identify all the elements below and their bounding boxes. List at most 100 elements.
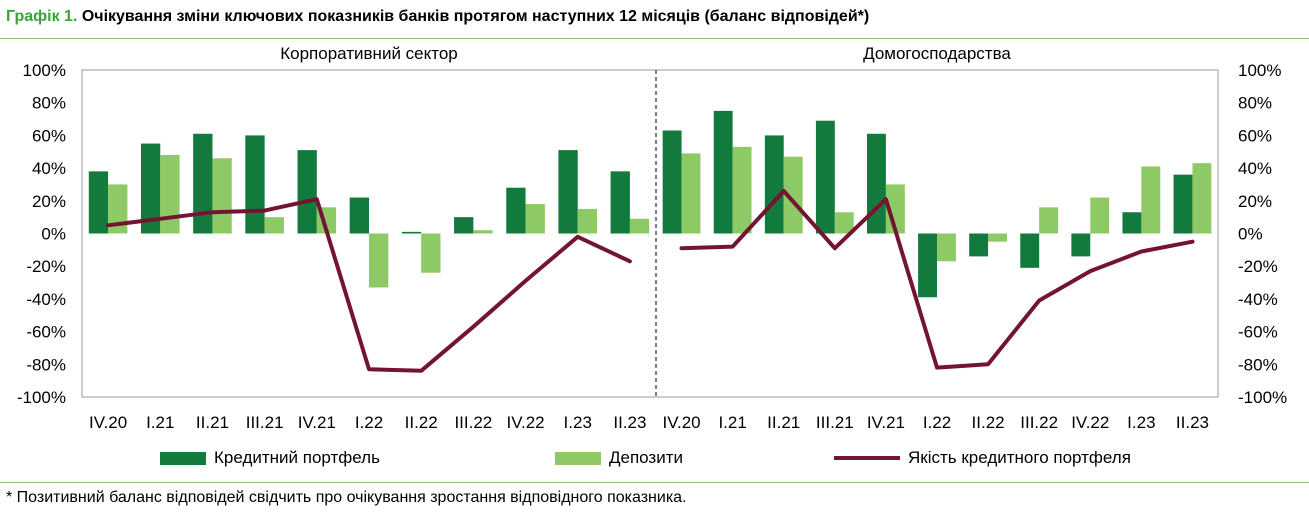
y-tick-label-left: 40% (32, 159, 66, 178)
legend-swatch-credit (160, 451, 206, 465)
x-tick-label-corp-4: IV.21 (298, 413, 336, 432)
y-tick-label-right: -80% (1238, 355, 1278, 374)
x-tick-label-hh-8: IV.22 (1071, 413, 1109, 432)
x-tick-label-hh-6: II.22 (972, 413, 1005, 432)
chart-title-text: Очікування зміни ключових показників бан… (81, 8, 870, 25)
bar-credit-hh-3 (815, 120, 835, 234)
y-tick-label-left: -20% (26, 257, 66, 276)
legend-label-credit: Кредитний портфель (214, 448, 380, 467)
bar-deposits-corp-1 (160, 155, 180, 234)
bar-credit-hh-0 (662, 130, 682, 234)
x-tick-label-corp-8: IV.22 (506, 413, 544, 432)
line-quality-hh (679, 189, 1195, 370)
y-tick-label-right: 60% (1238, 126, 1272, 145)
bar-credit-corp-1 (140, 143, 161, 234)
bar-deposits-corp-9 (577, 208, 598, 234)
bar-credit-corp-6 (401, 231, 422, 234)
x-tick-label-hh-4: IV.21 (867, 413, 905, 432)
x-tick-label-corp-5: I.22 (355, 413, 383, 432)
legend-label-deposits: Депозити (609, 448, 684, 467)
y-tick-label-right: -40% (1238, 290, 1278, 309)
bar-credit-corp-10 (610, 171, 630, 234)
x-tick-label-hh-2: II.21 (767, 413, 800, 432)
x-tick-label-hh-0: IV.20 (662, 413, 700, 432)
y-tick-label-left: -100% (17, 388, 66, 407)
bar-credit-corp-0 (88, 171, 109, 234)
bar-deposits-hh-2 (783, 156, 803, 234)
bottom-rule (0, 482, 1309, 483)
bar-deposits-hh-7 (1039, 207, 1059, 234)
bar-deposits-hh-8 (1090, 197, 1110, 234)
y-tick-label-left: 0% (41, 225, 66, 244)
bar-deposits-hh-1 (732, 146, 752, 234)
bar-credit-hh-2 (764, 135, 784, 234)
bar-credit-hh-1 (713, 110, 733, 234)
y-tick-label-right: 100% (1238, 61, 1281, 80)
bar-credit-corp-2 (193, 133, 213, 234)
bar-credit-hh-7 (1020, 233, 1040, 268)
bar-deposits-hh-9 (1141, 166, 1161, 234)
bar-deposits-corp-7 (473, 230, 493, 234)
x-tick-label-corp-3: III.21 (246, 413, 284, 432)
bar-credit-corp-8 (506, 187, 526, 234)
bar-credit-hh-9 (1122, 212, 1142, 234)
bar-deposits-corp-8 (525, 204, 545, 234)
bar-deposits-hh-10 (1192, 163, 1212, 234)
x-tick-label-corp-7: III.22 (454, 413, 492, 432)
x-tick-label-hh-7: III.22 (1020, 413, 1058, 432)
chart-title-lead: Графік 1. (6, 8, 78, 25)
line-quality-corp (106, 197, 632, 373)
x-tick-label-hh-1: I.21 (718, 413, 746, 432)
y-tick-label-left: 100% (23, 61, 66, 80)
y-tick-label-right: 0% (1238, 225, 1263, 244)
y-tick-label-right: -60% (1238, 323, 1278, 342)
top-rule (0, 38, 1309, 39)
x-tick-label-hh-9: I.23 (1127, 413, 1155, 432)
bar-deposits-hh-0 (681, 153, 701, 234)
bar-deposits-hh-5 (937, 233, 956, 262)
y-tick-label-left: 80% (32, 94, 66, 113)
legend-item-quality: Якість кредитного портфеля (834, 448, 1131, 468)
bar-credit-corp-7 (454, 217, 474, 234)
x-tick-label-corp-10: II.23 (613, 413, 646, 432)
bar-deposits-corp-6 (421, 233, 441, 273)
chart-title: Графік 1. Очікування зміни ключових пока… (6, 8, 869, 26)
bar-deposits-hh-3 (834, 212, 854, 234)
bar-credit-corp-5 (349, 197, 369, 234)
footnote: * Позитивний баланс відповідей свідчить … (6, 489, 687, 506)
panel-title-corporate: Корпоративний сектор (280, 44, 458, 63)
y-tick-label-right: -100% (1238, 388, 1287, 407)
y-tick-label-left: 60% (32, 126, 66, 145)
x-tick-label-corp-2: II.21 (196, 413, 229, 432)
x-tick-label-hh-10: II.23 (1176, 413, 1209, 432)
y-tick-label-right: -20% (1238, 257, 1278, 276)
bar-deposits-corp-3 (264, 217, 284, 234)
bar-credit-corp-4 (297, 150, 317, 234)
bar-credit-hh-4 (867, 133, 886, 234)
y-tick-label-left: -80% (26, 355, 66, 374)
y-tick-label-left: 20% (32, 192, 66, 211)
legend-item-credit: Кредитний портфель (160, 448, 380, 468)
bar-deposits-corp-5 (369, 233, 389, 288)
x-tick-label-corp-6: II.22 (405, 413, 438, 432)
panel-title-households: Домогосподарства (863, 44, 1011, 63)
legend-swatch-deposits (555, 451, 601, 465)
bar-credit-hh-8 (1071, 233, 1091, 257)
y-tick-label-left: -40% (26, 290, 66, 309)
plot-frame (81, 69, 1219, 398)
bar-credit-corp-3 (245, 135, 265, 234)
y-tick-label-left: -60% (26, 323, 66, 342)
bar-deposits-corp-0 (108, 184, 128, 234)
legend-label-quality: Якість кредитного портфеля (908, 448, 1131, 467)
legend-swatch-quality (834, 456, 900, 460)
bar-credit-corp-9 (558, 150, 578, 234)
bar-deposits-hh-6 (988, 233, 1007, 242)
x-tick-label-corp-9: I.23 (564, 413, 592, 432)
bar-credit-hh-10 (1173, 174, 1193, 234)
y-tick-label-right: 20% (1238, 192, 1272, 211)
bar-credit-hh-6 (969, 233, 989, 257)
bar-credit-hh-5 (918, 233, 937, 298)
bar-deposits-corp-2 (212, 158, 232, 234)
x-tick-label-hh-3: III.21 (816, 413, 854, 432)
y-tick-label-right: 40% (1238, 159, 1272, 178)
